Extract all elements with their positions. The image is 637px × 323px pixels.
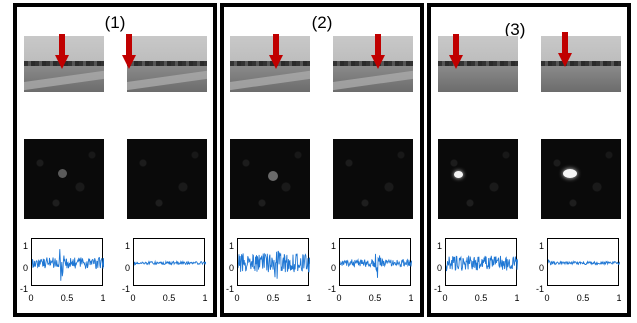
x-tick-label: 0 bbox=[435, 293, 455, 303]
target-arrow-icon bbox=[55, 34, 69, 74]
x-tick-label: 0 bbox=[227, 293, 247, 303]
x-tick-label: 1 bbox=[401, 293, 421, 303]
signal-plot bbox=[237, 238, 309, 286]
x-tick-label: 1 bbox=[195, 293, 215, 303]
x-tick-label: 0 bbox=[123, 293, 143, 303]
signal-line bbox=[238, 251, 310, 279]
target-arrow-icon bbox=[122, 34, 136, 74]
x-tick-label: 1 bbox=[609, 293, 629, 303]
x-tick-label: 1 bbox=[507, 293, 527, 303]
signal-trace bbox=[446, 239, 518, 287]
y-tick-label: 1 bbox=[116, 241, 130, 251]
x-tick-label: 0.5 bbox=[159, 293, 179, 303]
signal-plot bbox=[31, 238, 103, 286]
field-photo bbox=[541, 36, 621, 92]
saliency-map bbox=[127, 139, 207, 219]
x-tick-label: 1 bbox=[299, 293, 319, 303]
x-tick-label: 0.5 bbox=[471, 293, 491, 303]
y-tick-label: 1 bbox=[530, 241, 544, 251]
signal-line bbox=[548, 260, 620, 265]
saliency-map bbox=[24, 139, 104, 219]
signal-line bbox=[340, 254, 412, 278]
signal-line bbox=[134, 262, 206, 266]
signal-line bbox=[32, 249, 104, 281]
y-tick-label: 1 bbox=[322, 241, 336, 251]
y-tick-label: 0 bbox=[428, 263, 442, 273]
signal-trace bbox=[238, 239, 310, 287]
x-tick-label: 0 bbox=[537, 293, 557, 303]
signal-plot bbox=[339, 238, 411, 286]
x-tick-label: 0 bbox=[21, 293, 41, 303]
signal-trace bbox=[134, 239, 206, 287]
x-tick-label: 0 bbox=[329, 293, 349, 303]
y-tick-label: 1 bbox=[220, 241, 234, 251]
x-tick-label: 0.5 bbox=[263, 293, 283, 303]
target-arrow-icon bbox=[269, 34, 283, 74]
signal-trace bbox=[548, 239, 620, 287]
x-tick-label: 1 bbox=[93, 293, 113, 303]
y-tick-label: 0 bbox=[116, 263, 130, 273]
signal-plot bbox=[547, 238, 619, 286]
saliency-map bbox=[230, 139, 310, 219]
signal-trace bbox=[32, 239, 104, 287]
saliency-map bbox=[333, 139, 413, 219]
target-arrow-icon bbox=[449, 34, 463, 74]
signal-plot bbox=[445, 238, 517, 286]
x-tick-label: 0.5 bbox=[57, 293, 77, 303]
panel-label: (1) bbox=[17, 13, 213, 33]
signal-line bbox=[446, 256, 518, 271]
y-tick-label: 0 bbox=[322, 263, 336, 273]
y-tick-label: 0 bbox=[14, 263, 28, 273]
y-tick-label: 1 bbox=[428, 241, 442, 251]
signal-plot bbox=[133, 238, 205, 286]
panel-label: (2) bbox=[224, 13, 420, 33]
signal-trace bbox=[340, 239, 412, 287]
field-photo bbox=[127, 36, 207, 92]
target-arrow-icon bbox=[558, 32, 572, 72]
x-tick-label: 0.5 bbox=[573, 293, 593, 303]
y-tick-label: 0 bbox=[530, 263, 544, 273]
saliency-map bbox=[541, 139, 621, 219]
y-tick-label: 0 bbox=[220, 263, 234, 273]
target-arrow-icon bbox=[371, 34, 385, 74]
saliency-map bbox=[438, 139, 518, 219]
y-tick-label: 1 bbox=[14, 241, 28, 251]
x-tick-label: 0.5 bbox=[365, 293, 385, 303]
